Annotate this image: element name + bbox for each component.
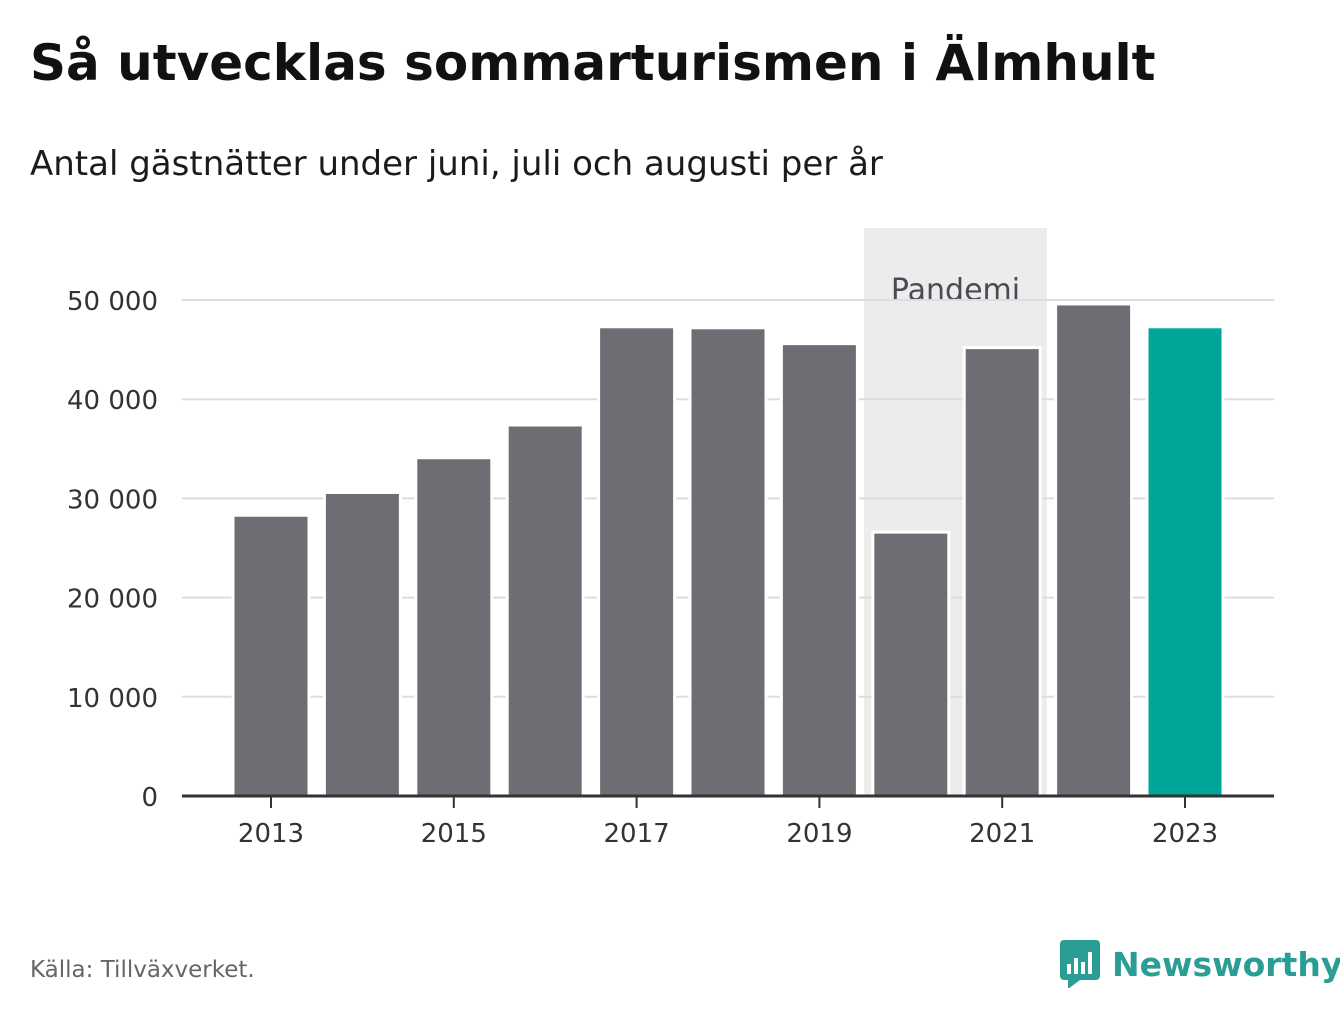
- brand-logo[interactable]: Newsworthy: [1060, 940, 1340, 988]
- bar: [779, 342, 859, 798]
- annotation-label: Pandemi: [891, 273, 1020, 308]
- x-tick-label: 2023: [1152, 819, 1218, 849]
- x-tick-label: 2017: [604, 819, 670, 849]
- x-tick-label: 2021: [969, 819, 1035, 849]
- bar: [597, 325, 677, 798]
- newsworthy-logo-icon: [1060, 940, 1100, 988]
- y-tick-label: 20 000: [67, 585, 158, 615]
- y-tick-label: 0: [141, 783, 158, 813]
- bar: [1054, 302, 1134, 798]
- bar: [231, 513, 311, 798]
- chart-title: Så utvecklas sommarturismen i Älmhult: [30, 34, 1156, 92]
- bar: [322, 490, 402, 798]
- x-tick-label: 2013: [238, 819, 304, 849]
- bar: [505, 423, 585, 798]
- bar: [414, 456, 494, 798]
- bar: [871, 530, 951, 798]
- bar: [1145, 325, 1225, 798]
- brand-name: Newsworthy: [1112, 944, 1340, 984]
- y-tick-label: 40 000: [67, 386, 158, 416]
- x-tick-label: 2015: [421, 819, 487, 849]
- bar: [962, 346, 1042, 798]
- bar: [688, 326, 768, 798]
- y-tick-label: 50 000: [67, 287, 158, 317]
- y-tick-label: 10 000: [67, 684, 158, 714]
- y-tick-label: 30 000: [67, 485, 158, 515]
- x-tick-label: 2019: [786, 819, 852, 849]
- bar-chart: Pandemi 0 10 000 20 000 30 000 40 000 50 000 20…: [67, 228, 1274, 849]
- chart-subtitle: Antal gästnätter under juni, juli och au…: [30, 144, 883, 184]
- source-note: Källa: Tillväxverket.: [30, 957, 255, 983]
